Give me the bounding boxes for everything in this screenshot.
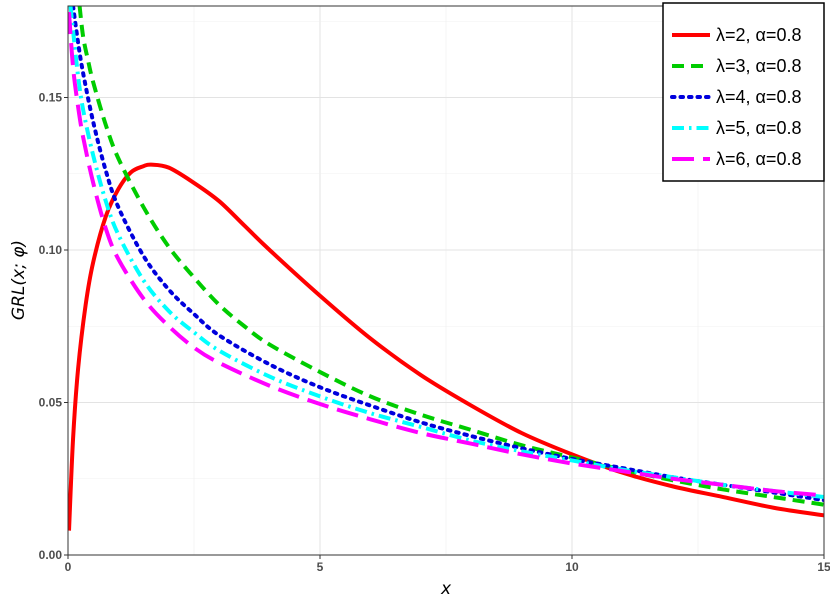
series-line-5 [68, 11, 824, 498]
y-tick-label: 0.10 [39, 243, 63, 257]
y-tick-label: 0.00 [39, 548, 63, 562]
y-tick-label: 0.15 [39, 91, 63, 105]
x-tick-label: 10 [565, 560, 579, 574]
series-line-2 [77, 6, 824, 507]
x-tick-label: 15 [817, 560, 830, 574]
y-tick-label: 0.05 [39, 396, 63, 410]
legend-label-1: λ=2, α=0.8 [716, 25, 801, 45]
axis-ticks: 0 5 10 15 0.00 0.05 0.10 0.15 [39, 91, 830, 575]
y-axis-title: GRL(x; φ) [9, 240, 29, 320]
legend-label-5: λ=6, α=0.8 [716, 149, 801, 169]
series-line-4 [68, 6, 824, 500]
legend-label-4: λ=5, α=0.8 [716, 118, 801, 138]
legend-label-2: λ=3, α=0.8 [716, 56, 801, 76]
plot-frame [67, 5, 825, 556]
x-axis-title: x [440, 579, 452, 599]
series-lines [68, 6, 824, 531]
legend-label-3: λ=4, α=0.8 [716, 87, 801, 107]
x-tick-label: 0 [65, 560, 72, 574]
legend-box [662, 2, 825, 182]
legend: λ=2, α=0.8 λ=3, α=0.8 λ=4, α=0.8 λ=5, α=0.8… [662, 2, 825, 182]
x-tick-label: 5 [317, 560, 324, 574]
